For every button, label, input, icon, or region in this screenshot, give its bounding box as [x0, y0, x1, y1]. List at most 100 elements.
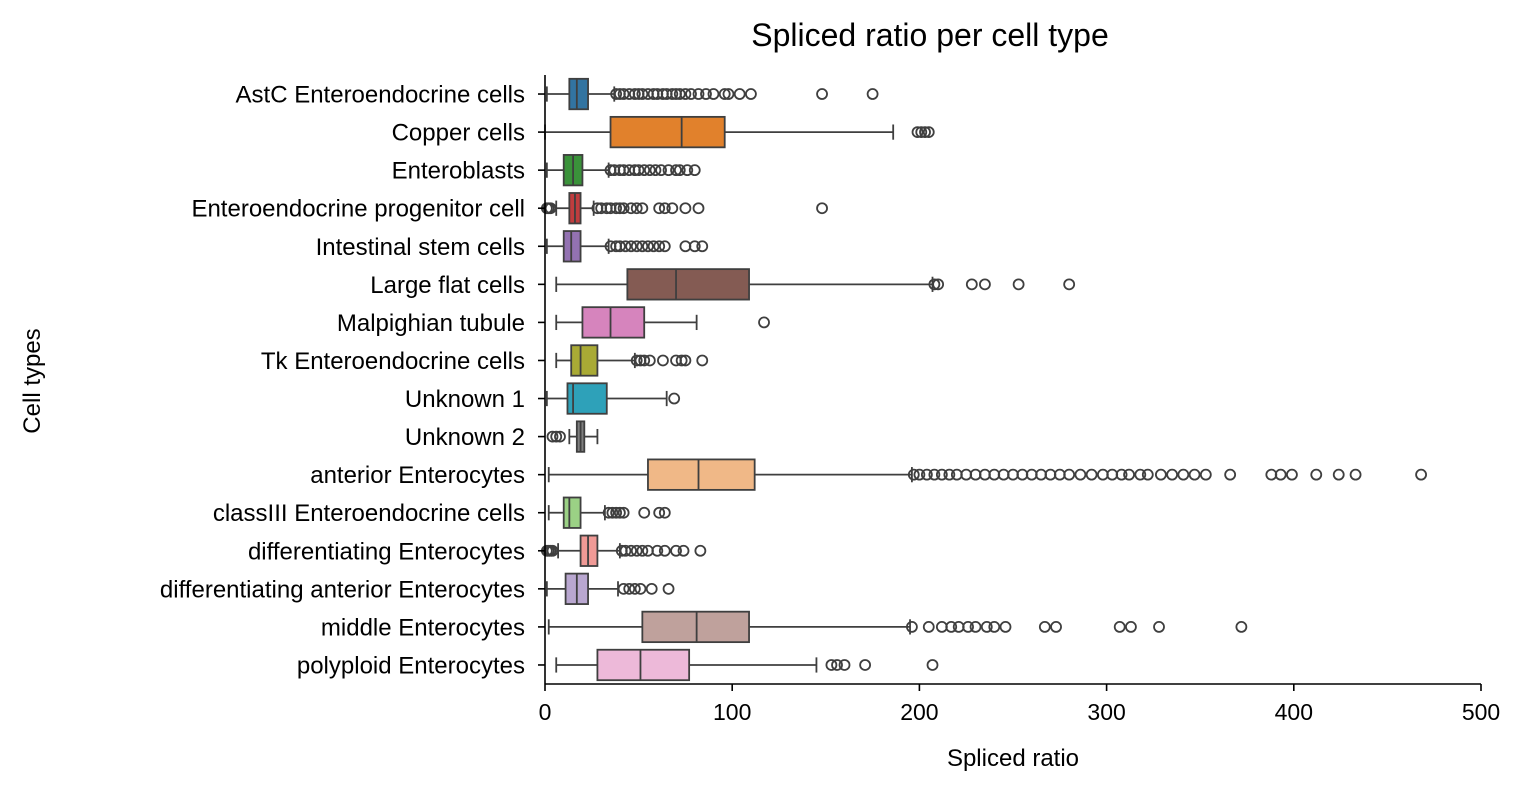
box-group: [545, 77, 879, 111]
x-tick-label: 500: [1462, 699, 1500, 725]
outlier-point: [649, 164, 662, 177]
outlier-point: [1134, 468, 1147, 481]
box-group: [555, 344, 709, 377]
outlier-point: [643, 354, 656, 367]
outlier-point: [722, 88, 735, 100]
outlier-point: [658, 240, 671, 253]
iqr-box: [562, 230, 582, 263]
outlier-point: [1050, 621, 1062, 633]
outlier-point: [675, 354, 688, 367]
outlier-point: [554, 430, 566, 443]
outlier-point: [679, 354, 692, 367]
iqr-box: [570, 344, 599, 377]
boxes-layer: [540, 77, 1427, 682]
outlier-point: [651, 544, 664, 557]
box-group: [540, 534, 707, 567]
outlier-point: [610, 202, 623, 215]
outlier-point: [658, 544, 671, 557]
category-label: middle Enterocytes: [321, 614, 525, 641]
outlier-point: [1199, 468, 1212, 481]
chart-title: Spliced ratio per cell type: [751, 17, 1109, 53]
outlier-point: [962, 621, 974, 633]
outlier-point: [636, 544, 649, 557]
outlier-point: [932, 278, 945, 291]
outlier-point: [1063, 468, 1076, 481]
outlier-point: [707, 88, 720, 100]
outlier-point: [632, 164, 645, 177]
outlier-point: [1113, 621, 1126, 633]
outlier-point: [694, 544, 707, 557]
category-label: Malpighian tubule: [337, 310, 525, 337]
outlier-point: [617, 202, 630, 215]
category-label: Copper cells: [392, 120, 525, 147]
iqr-box: [596, 648, 691, 682]
outlier-point: [653, 240, 666, 253]
x-tick-label: 200: [900, 699, 938, 725]
category-label: differentiating Enterocytes: [248, 538, 525, 565]
outlier-point: [643, 164, 656, 177]
x-tick-label: 100: [713, 699, 751, 725]
outlier-point: [677, 544, 690, 557]
outlier-point: [1224, 468, 1237, 481]
outlier-point: [692, 202, 705, 215]
box-group: [547, 458, 1427, 491]
outlier-point: [630, 544, 643, 557]
iqr-box: [647, 458, 756, 491]
outlier-point: [911, 126, 924, 138]
x-tick-label: 300: [1087, 699, 1125, 725]
box-group: [544, 115, 935, 149]
outlier-point: [673, 164, 686, 177]
outlier-point: [628, 88, 641, 100]
iqr-box: [568, 77, 589, 111]
outlier-point: [965, 278, 978, 291]
outlier-point: [625, 240, 638, 253]
outlier-point: [1141, 468, 1154, 481]
outlier-point: [700, 88, 712, 100]
outlier-point: [619, 240, 632, 253]
x-tick-label: 400: [1275, 699, 1313, 725]
box-group: [555, 648, 939, 682]
outlier-point: [630, 354, 643, 367]
outlier-point: [617, 88, 630, 100]
outlier-point: [1286, 468, 1298, 481]
iqr-box: [562, 496, 582, 529]
outlier-point: [1115, 468, 1128, 481]
outlier-point: [733, 88, 746, 100]
outlier-point: [636, 240, 649, 253]
iqr-box: [626, 268, 750, 301]
outlier-point: [685, 88, 697, 100]
outlier-point: [1074, 468, 1087, 481]
outlier-point: [673, 88, 686, 100]
outlier-point: [816, 202, 828, 215]
box-group: [546, 420, 599, 453]
outlier-point: [696, 240, 709, 253]
category-label: Unknown 2: [405, 424, 525, 451]
x-tick-label: 0: [539, 699, 552, 725]
outlier-point: [670, 164, 682, 177]
outlier-point: [999, 621, 1012, 633]
outlier-point: [906, 621, 918, 633]
outlier-point: [1177, 468, 1190, 481]
outlier-point: [662, 582, 675, 595]
y-axis-label: Cell types: [19, 328, 46, 433]
outlier-point: [1123, 468, 1135, 481]
outlier-point: [617, 164, 630, 177]
outlier-point: [1154, 468, 1167, 481]
outlier-point: [913, 468, 926, 481]
outlier-point: [1038, 621, 1051, 633]
outlier-point: [636, 88, 649, 100]
box-group: [540, 192, 828, 225]
outlier-point: [969, 621, 982, 633]
outlier-point: [1310, 468, 1323, 481]
iqr-box: [579, 534, 599, 567]
outlier-point: [1332, 468, 1345, 481]
category-label: Tk Enteroendocrine cells: [261, 348, 525, 375]
outlier-point: [681, 164, 694, 177]
outlier-point: [679, 88, 692, 100]
outlier-point: [638, 164, 651, 177]
outlier-point: [550, 430, 563, 443]
box-group: [545, 154, 701, 187]
iqr-box: [581, 306, 646, 339]
box-group: [545, 382, 681, 415]
